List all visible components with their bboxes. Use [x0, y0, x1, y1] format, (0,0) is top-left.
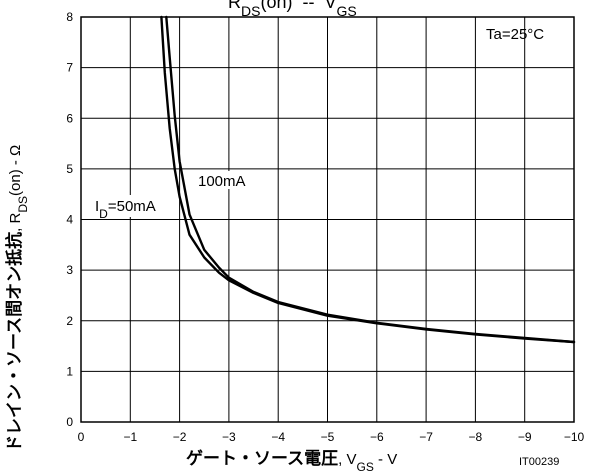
label-bg-50ma [92, 195, 178, 217]
y-tick-label: 5 [66, 162, 73, 176]
x-tick-label: −7 [419, 430, 433, 444]
grid-lines [81, 17, 574, 422]
x-tick-label: −6 [370, 430, 384, 444]
x-tick-label: −1 [123, 430, 137, 444]
y-tick-label: 1 [66, 364, 73, 378]
temperature-annotation: Ta=25°C [486, 26, 544, 43]
label-bg-100ma [195, 171, 262, 189]
x-tick-label: −5 [321, 430, 335, 444]
x-tick-labels: 0 −1 −2 −3 −4 −5 −6 −7 −8 −9 −10 [78, 430, 585, 444]
y-tick-label: 4 [66, 213, 73, 227]
x-tick-label: −9 [518, 430, 532, 444]
plot-frame [80, 16, 575, 423]
x-axis-title: ゲート・ソース電圧, VGS - V [186, 448, 397, 473]
x-tick-label: −2 [173, 430, 187, 444]
y-axis-title: ドレイン・ソース間オン抵抗, RDS(on) - Ω [4, 145, 30, 452]
data-curves [160, 15, 576, 344]
x-tick-label: −8 [469, 430, 483, 444]
y-tick-labels: 0 1 2 3 4 5 6 7 8 [66, 10, 73, 429]
y-tick-label: 0 [66, 415, 73, 429]
y-tick-label: 2 [66, 314, 73, 328]
y-tick-label: 6 [66, 111, 73, 125]
x-tick-label: −4 [271, 430, 285, 444]
series-label-50ma: ID=50mA [95, 198, 156, 221]
x-tick-label: 0 [78, 430, 85, 444]
chart-title: RDS(on) -- VGS [228, 0, 357, 19]
series-label-100ma: 100mA [198, 173, 246, 190]
x-tick-label: −3 [222, 430, 236, 444]
y-tick-label: 3 [66, 263, 73, 277]
figure-id: IT00239 [519, 456, 559, 468]
y-tick-label: 7 [66, 61, 73, 75]
series-line [165, 15, 576, 344]
y-tick-label: 8 [66, 10, 73, 24]
x-tick-label: −10 [564, 430, 585, 444]
